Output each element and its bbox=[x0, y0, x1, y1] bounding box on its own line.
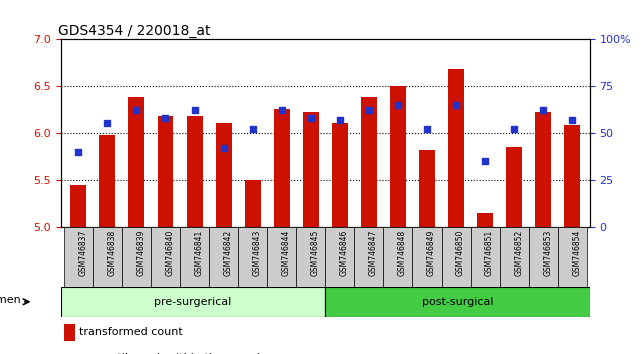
Bar bbox=[245, 180, 261, 227]
Bar bbox=[470, 227, 499, 287]
Point bbox=[103, 120, 113, 126]
Point bbox=[363, 107, 374, 113]
Bar bbox=[274, 109, 290, 227]
Bar bbox=[122, 227, 151, 287]
Bar bbox=[332, 124, 348, 227]
Point bbox=[451, 102, 461, 108]
Bar bbox=[361, 97, 377, 227]
Text: post-surgical: post-surgical bbox=[422, 297, 494, 307]
Point bbox=[480, 158, 490, 164]
Text: GSM746841: GSM746841 bbox=[195, 230, 204, 276]
Text: percentile rank within the sample: percentile rank within the sample bbox=[79, 353, 267, 354]
Text: GSM746845: GSM746845 bbox=[311, 230, 320, 276]
Bar bbox=[419, 150, 435, 227]
Point bbox=[73, 149, 83, 154]
Bar bbox=[63, 324, 75, 341]
Text: GSM746842: GSM746842 bbox=[224, 230, 233, 276]
Text: GSM746847: GSM746847 bbox=[369, 230, 378, 276]
Bar bbox=[158, 116, 174, 227]
Text: GSM746838: GSM746838 bbox=[108, 230, 117, 276]
Text: GSM746849: GSM746849 bbox=[427, 230, 436, 276]
Bar bbox=[383, 227, 412, 287]
Point bbox=[567, 117, 578, 122]
Bar bbox=[535, 112, 551, 227]
Point bbox=[219, 145, 229, 150]
Bar bbox=[529, 227, 558, 287]
Bar bbox=[187, 116, 203, 227]
Bar bbox=[390, 86, 406, 227]
Point bbox=[335, 117, 345, 122]
Bar bbox=[128, 97, 144, 227]
Text: GSM746854: GSM746854 bbox=[572, 230, 581, 276]
Bar bbox=[558, 227, 587, 287]
Point bbox=[131, 107, 142, 113]
Bar bbox=[448, 69, 464, 227]
Bar bbox=[209, 227, 238, 287]
Bar bbox=[238, 227, 267, 287]
Bar bbox=[499, 227, 529, 287]
Bar bbox=[64, 227, 93, 287]
Text: GSM746850: GSM746850 bbox=[456, 230, 465, 276]
Point bbox=[393, 102, 403, 108]
Point bbox=[509, 126, 519, 132]
Bar bbox=[296, 227, 326, 287]
Bar bbox=[71, 185, 87, 227]
Bar bbox=[506, 147, 522, 227]
Bar bbox=[564, 125, 580, 227]
Text: GSM746852: GSM746852 bbox=[514, 230, 523, 276]
Text: GSM746851: GSM746851 bbox=[485, 230, 494, 276]
Text: GSM746840: GSM746840 bbox=[165, 230, 174, 276]
Text: transformed count: transformed count bbox=[79, 327, 183, 337]
Bar bbox=[93, 227, 122, 287]
Point bbox=[277, 107, 287, 113]
Bar bbox=[326, 227, 354, 287]
Text: GSM746853: GSM746853 bbox=[543, 230, 553, 276]
Bar bbox=[267, 227, 296, 287]
Text: GSM746839: GSM746839 bbox=[137, 230, 146, 276]
Text: GSM746844: GSM746844 bbox=[282, 230, 291, 276]
Point bbox=[160, 115, 171, 121]
Text: GDS4354 / 220018_at: GDS4354 / 220018_at bbox=[58, 24, 211, 38]
Text: GSM746843: GSM746843 bbox=[253, 230, 262, 276]
Text: specimen: specimen bbox=[0, 295, 21, 305]
Bar bbox=[303, 112, 319, 227]
Bar bbox=[442, 227, 470, 287]
Bar bbox=[151, 227, 180, 287]
Point bbox=[247, 126, 258, 132]
Bar bbox=[477, 213, 493, 227]
Bar bbox=[180, 227, 209, 287]
Bar bbox=[412, 227, 442, 287]
Text: pre-surgerical: pre-surgerical bbox=[154, 297, 232, 307]
Point bbox=[306, 115, 316, 121]
Bar bbox=[326, 287, 590, 317]
Point bbox=[422, 126, 432, 132]
Bar bbox=[99, 135, 115, 227]
Point bbox=[190, 107, 200, 113]
Point bbox=[538, 107, 548, 113]
Text: GSM746848: GSM746848 bbox=[398, 230, 407, 276]
Bar bbox=[215, 124, 231, 227]
Bar bbox=[61, 287, 326, 317]
Text: GSM746837: GSM746837 bbox=[78, 230, 87, 276]
Bar bbox=[354, 227, 383, 287]
Text: GSM746846: GSM746846 bbox=[340, 230, 349, 276]
